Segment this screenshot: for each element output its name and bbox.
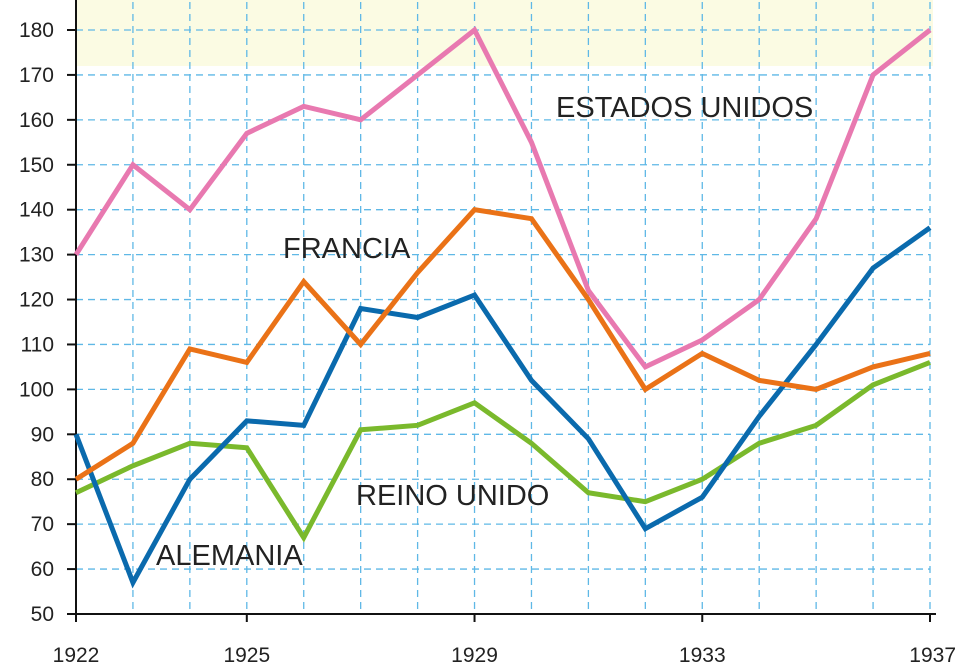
axes [67,0,936,622]
x-tick-label: 1933 [679,644,726,667]
y-tick-label: 50 [31,603,54,626]
series-lines [73,26,932,589]
y-tick-label: 130 [19,244,54,267]
y-tick-label: 60 [31,558,54,581]
y-tick-label: 110 [21,333,54,356]
y-tick-label: 140 [19,199,54,222]
top-band [76,0,933,66]
y-tick-label: 150 [19,154,54,177]
y-tick-label: 90 [31,423,54,446]
series-label-reino-unido: REINO UNIDO [356,480,549,512]
y-tick-label: 170 [19,64,54,87]
tick-labels: 50 60 70 80 90 100 110 120 130 140 150 160 170 180 192… [19,19,956,667]
grid [76,2,931,614]
x-tick-label: 1929 [451,644,498,667]
x-tick-label: 1922 [53,644,100,667]
y-tick-label: 80 [31,468,54,491]
series-labels: ESTADOS UNIDOS FRANCIA ALEMANIA REINO UNIDO [156,92,813,572]
series-label-estados-unidos: ESTADOS UNIDOS [556,92,813,124]
y-tick-label: 100 [19,378,54,401]
y-tick-label: 70 [31,513,54,536]
series-line-reino-unido [74,360,931,543]
series-label-alemania: ALEMANIA [156,540,303,572]
y-tick-label: 180 [19,19,54,42]
series-line-francia [74,207,931,482]
series-line-estados-unidos [73,26,932,371]
series-label-francia: FRANCIA [283,233,411,265]
x-tick-label: 1937 [909,644,956,667]
x-tick-label: 1925 [223,644,270,667]
series-line-alemania [73,225,932,589]
y-tick-label: 120 [19,289,54,312]
y-tick-label: 160 [19,109,54,132]
